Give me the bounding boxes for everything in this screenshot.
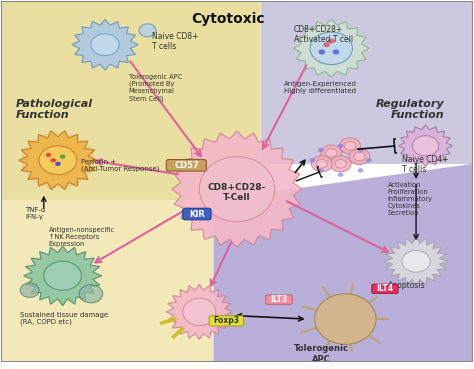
Ellipse shape [44, 261, 82, 290]
Ellipse shape [340, 138, 360, 154]
FancyBboxPatch shape [166, 159, 206, 171]
Circle shape [318, 148, 323, 152]
Circle shape [333, 49, 339, 55]
FancyBboxPatch shape [266, 295, 292, 304]
Ellipse shape [354, 152, 365, 161]
Text: Tolerogenic APC
(Promoted By
Mesenchymal
Stem Cell): Tolerogenic APC (Promoted By Mesenchymal… [128, 73, 182, 101]
Polygon shape [1, 200, 213, 362]
Ellipse shape [39, 146, 77, 175]
Circle shape [46, 153, 51, 157]
Ellipse shape [183, 298, 216, 325]
Text: Sustained tissue damage
(RA, COPD etc): Sustained tissue damage (RA, COPD etc) [20, 312, 109, 325]
Ellipse shape [79, 285, 103, 303]
Ellipse shape [321, 145, 342, 161]
FancyBboxPatch shape [183, 208, 211, 220]
Polygon shape [166, 284, 232, 339]
Polygon shape [384, 237, 448, 286]
Text: TNF-α
IFN-γ: TNF-α IFN-γ [25, 207, 46, 220]
Circle shape [358, 148, 364, 152]
Text: Antigen-Experienced
Highly differentiated: Antigen-Experienced Highly differentiate… [284, 81, 357, 94]
Ellipse shape [330, 156, 351, 172]
Polygon shape [399, 125, 452, 166]
Circle shape [323, 42, 330, 47]
Ellipse shape [311, 156, 332, 172]
Text: CD8+CD28-
T-Cell: CD8+CD28- T-Cell [208, 183, 266, 203]
Text: Activation
Proliferation
Inflammatory
Cytokines
Secretion: Activation Proliferation Inflammatory Cy… [388, 182, 433, 216]
Text: CD8+CD28+
Activated T cell: CD8+CD28+ Activated T cell [293, 25, 353, 44]
Text: CD57: CD57 [174, 161, 199, 170]
Circle shape [319, 49, 325, 55]
Ellipse shape [310, 32, 353, 65]
Text: Pathological
Function: Pathological Function [16, 99, 92, 121]
Polygon shape [24, 246, 102, 306]
Circle shape [50, 158, 56, 162]
Ellipse shape [349, 149, 370, 165]
FancyBboxPatch shape [372, 284, 398, 293]
Polygon shape [213, 164, 473, 362]
Ellipse shape [335, 159, 346, 168]
Ellipse shape [139, 24, 156, 37]
Circle shape [310, 158, 315, 162]
Text: Antigen-nonspecific
↑NK Receptors
Expression: Antigen-nonspecific ↑NK Receptors Expres… [48, 227, 115, 247]
Polygon shape [293, 20, 369, 77]
Ellipse shape [412, 136, 438, 156]
Circle shape [366, 158, 372, 162]
Text: ILT3: ILT3 [270, 295, 288, 304]
Text: Apoptosis: Apoptosis [388, 281, 426, 290]
Polygon shape [72, 20, 138, 70]
Circle shape [338, 144, 344, 148]
Ellipse shape [345, 141, 356, 150]
Ellipse shape [326, 149, 337, 157]
Circle shape [318, 168, 323, 173]
Circle shape [358, 168, 364, 173]
Circle shape [55, 162, 61, 166]
Ellipse shape [402, 251, 430, 272]
Text: Cytotoxic: Cytotoxic [191, 12, 264, 26]
Ellipse shape [199, 156, 275, 222]
Text: Foxp3: Foxp3 [214, 316, 240, 325]
Text: Perforin +
(Anti-Tumor Response): Perforin + (Anti-Tumor Response) [82, 159, 160, 172]
Polygon shape [172, 131, 302, 247]
Text: Tolerogenic
APC: Tolerogenic APC [294, 344, 349, 364]
Polygon shape [19, 131, 97, 190]
Ellipse shape [91, 34, 119, 56]
Text: ILT4: ILT4 [376, 284, 393, 293]
Polygon shape [261, 1, 473, 164]
Circle shape [60, 155, 65, 159]
Circle shape [328, 39, 335, 44]
Circle shape [338, 173, 344, 177]
Ellipse shape [315, 294, 376, 344]
Text: Naive CD4+
T cells: Naive CD4+ T cells [402, 155, 448, 174]
Text: Naive CD8+
T cells: Naive CD8+ T cells [152, 32, 199, 52]
FancyBboxPatch shape [209, 316, 244, 326]
Polygon shape [1, 1, 261, 200]
Ellipse shape [316, 159, 328, 168]
Text: KIR: KIR [189, 210, 205, 218]
Text: Regulatory
Function: Regulatory Function [376, 99, 444, 121]
Ellipse shape [20, 283, 39, 297]
